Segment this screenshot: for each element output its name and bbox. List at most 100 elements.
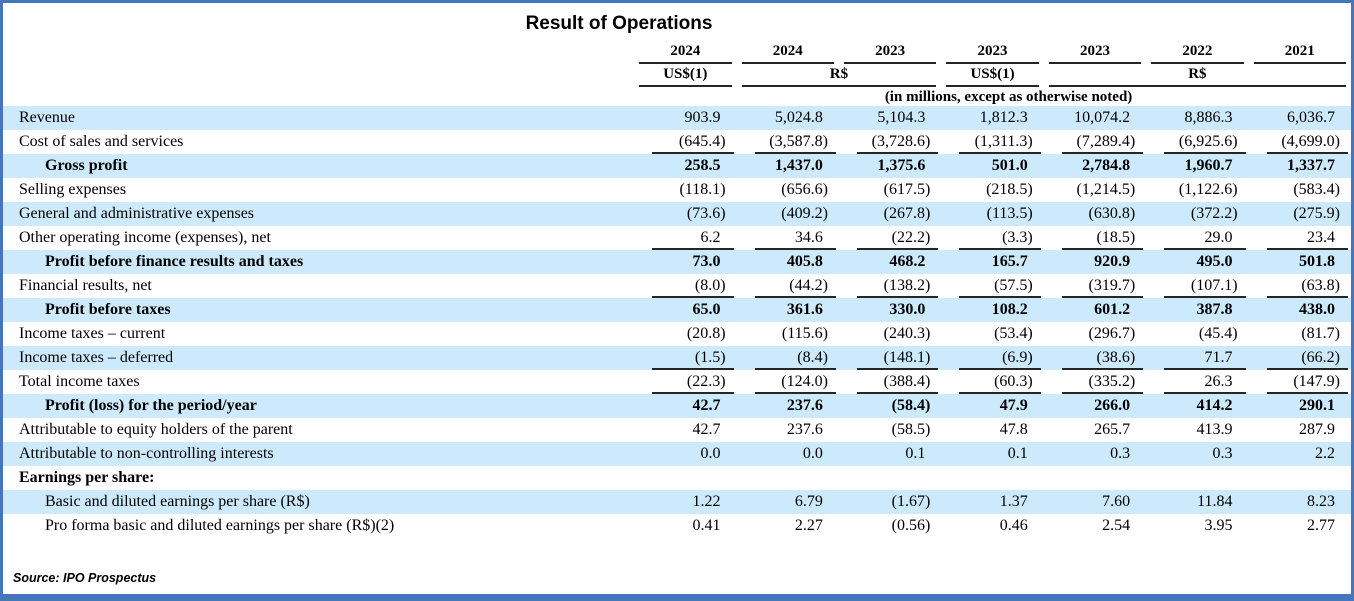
value-cell: 29.0 <box>1146 226 1248 250</box>
table-row: Selling expenses (118.1) (656.6) (617.5) (21… <box>3 178 1351 202</box>
value-cell: 47.9 <box>999 397 1028 414</box>
year-column-header: 2024 <box>737 40 839 64</box>
value-cell: 501.8 <box>1299 253 1335 270</box>
row-label: Cost of sales and services <box>19 133 184 150</box>
value-cell: (3,728.6) <box>839 130 941 154</box>
value-cell: (38.6) <box>1044 346 1146 370</box>
row-label: Earnings per share: <box>19 469 155 486</box>
value-cell: (115.6) <box>781 325 828 342</box>
value-cell: (18.5) <box>1044 226 1146 250</box>
value-cell: 34.6 <box>737 226 839 250</box>
value-cell: (583.4) <box>1293 181 1340 198</box>
value-cell: (275.9) <box>1293 205 1340 222</box>
value-cell <box>737 466 839 490</box>
value-cell: 258.5 <box>684 157 721 174</box>
currency-group-header: US$(1) <box>941 64 1043 87</box>
value-cell: 3.95 <box>1204 517 1233 534</box>
value-cell: (58.4) <box>891 397 931 414</box>
value-cell: 26.3 <box>1146 370 1248 394</box>
value-cell: (296.7) <box>1088 325 1136 342</box>
value-cell: (319.7) <box>1044 274 1146 298</box>
table-row: Profit before taxes 65.0 361.6 330.0 108.2 60… <box>3 298 1351 322</box>
value-cell: (617.5) <box>883 181 931 198</box>
value-cell: 71.7 <box>1146 346 1248 370</box>
currency-group-header: R$ <box>737 64 942 87</box>
value-cell: 2,784.8 <box>1082 157 1131 174</box>
value-cell: 2.2 <box>1315 445 1335 462</box>
value-cell: (73.6) <box>686 205 726 222</box>
value-cell: 468.2 <box>889 253 926 270</box>
value-cell: 266.0 <box>1094 397 1131 414</box>
unit-note-cell: (in millions, except as otherwise noted) <box>634 87 1351 106</box>
value-cell: 0.41 <box>692 517 721 534</box>
value-cell: 438.0 <box>1299 301 1335 318</box>
value-cell: 6,036.7 <box>1287 109 1335 126</box>
row-label: Profit before finance results and taxes <box>45 253 304 270</box>
value-cell: (3.3) <box>941 226 1043 250</box>
table-row: Revenue 903.9 5,024.8 5,104.3 1,812.3 10,074.… <box>3 106 1351 130</box>
value-cell: (240.3) <box>883 325 931 342</box>
value-cell: (107.1) <box>1146 274 1248 298</box>
value-cell: 2.54 <box>1102 517 1131 534</box>
value-cell: 1,337.7 <box>1287 157 1335 174</box>
value-cell: 23.4 <box>1249 226 1351 250</box>
year-column-header: 2023 <box>941 40 1043 64</box>
value-cell: (218.5) <box>986 181 1033 198</box>
value-cell: 495.0 <box>1196 253 1233 270</box>
value-cell: 0.3 <box>1110 445 1131 462</box>
row-label: Profit (loss) for the period/year <box>45 397 257 414</box>
value-cell: 2.27 <box>794 517 823 534</box>
value-cell: 501.0 <box>991 157 1028 174</box>
row-label: Other operating income (expenses), net <box>19 229 271 246</box>
value-cell: (22.2) <box>839 226 941 250</box>
row-label: Pro forma basic and diluted earnings per… <box>45 517 395 534</box>
row-label: Profit before taxes <box>45 301 171 318</box>
table-row: Attributable to equity holders of the pa… <box>3 418 1351 442</box>
value-cell: 1.37 <box>999 493 1028 510</box>
value-cell: (6.9) <box>941 346 1043 370</box>
value-cell: 0.0 <box>700 445 721 462</box>
year-column-header: 2023 <box>839 40 941 64</box>
value-cell: (645.4) <box>634 130 736 154</box>
value-cell: 8.23 <box>1307 493 1335 510</box>
value-cell: (66.2) <box>1249 346 1351 370</box>
value-cell: 8,886.3 <box>1184 109 1233 126</box>
value-cell: (81.7) <box>1301 325 1340 342</box>
value-cell: 361.6 <box>786 301 823 318</box>
value-cell: 0.1 <box>905 445 926 462</box>
value-cell: 0.1 <box>1007 445 1028 462</box>
row-label: Income taxes – current <box>19 325 166 342</box>
row-label: General and administrative expenses <box>19 205 255 222</box>
value-cell: 387.8 <box>1196 301 1233 318</box>
value-cell: (0.56) <box>891 517 931 534</box>
row-label: Basic and diluted earnings per share (R$… <box>45 493 310 510</box>
year-column-header: 2024 <box>634 40 736 64</box>
value-cell <box>839 466 941 490</box>
value-cell: (44.2) <box>737 274 839 298</box>
value-cell: (113.5) <box>986 205 1033 222</box>
table-row: Pro forma basic and diluted earnings per… <box>3 514 1351 538</box>
value-cell: (1,311.3) <box>941 130 1043 154</box>
table-row: Profit (loss) for the period/year 42.7 237… <box>3 394 1351 418</box>
value-cell: (124.0) <box>737 370 839 394</box>
value-cell: 330.0 <box>889 301 926 318</box>
value-cell: 920.9 <box>1094 253 1131 270</box>
table-row: General and administrative expenses (73.6… <box>3 202 1351 226</box>
header-spacer <box>3 87 634 106</box>
value-cell: 42.7 <box>692 421 721 438</box>
value-cell: 5,104.3 <box>877 109 926 126</box>
value-cell: (1.67) <box>891 493 931 510</box>
table-row: Cost of sales and services (645.4) (3,587.… <box>3 130 1351 154</box>
value-cell: 2.77 <box>1307 517 1335 534</box>
value-cell: 47.8 <box>999 421 1028 438</box>
value-cell: (335.2) <box>1044 370 1146 394</box>
value-cell: (8.0) <box>634 274 736 298</box>
value-cell: 108.2 <box>991 301 1028 318</box>
value-cell: 1,437.0 <box>774 157 823 174</box>
value-cell: (57.5) <box>941 274 1043 298</box>
value-cell <box>634 466 736 490</box>
year-header-row: 2024 2024 2023 2023 2023 2022 2021 <box>3 40 1351 64</box>
value-cell <box>1044 466 1146 490</box>
value-cell: 414.2 <box>1196 397 1233 414</box>
